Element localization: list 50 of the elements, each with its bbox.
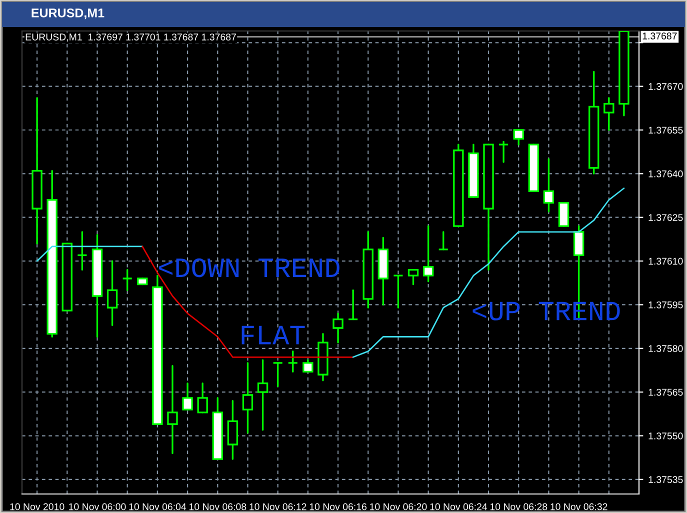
candlestick [348, 289, 358, 320]
x-tick-label: 10 Nov 06:12 [250, 503, 306, 510]
chart-title: EURUSD,M1 [32, 8, 104, 20]
x-tick-label: 10 Nov 06:08 [189, 503, 246, 510]
candlestick [106, 260, 118, 326]
candlestick [257, 359, 268, 431]
candlestick [513, 129, 524, 146]
candlestick [242, 362, 254, 434]
candlestick [197, 382, 208, 414]
x-tick-label: 10 Nov 06:16 [310, 503, 367, 510]
candlestick [288, 350, 298, 373]
candlestick [302, 359, 314, 373]
y-tick-label: 1.37625 [648, 214, 683, 221]
line-series [352, 188, 625, 358]
candlestick [558, 202, 570, 227]
candlestick [392, 274, 404, 308]
candlestick [227, 400, 238, 460]
candlestick [408, 268, 419, 286]
y-tick-label: 1.37655 [648, 126, 683, 134]
candlestick [167, 365, 178, 454]
y-tick-label: 1.37535 [648, 476, 683, 484]
y-tick-label: 1.37550 [648, 432, 683, 440]
candlestick [272, 362, 284, 388]
x-tick-label: 10 Nov 06:24 [430, 503, 488, 510]
y-tick-label: 1.37640 [648, 170, 683, 178]
candlestick [422, 225, 434, 282]
y-tick-label: 1.37565 [648, 388, 683, 396]
annotation: EURUSD,M1 1.37697 1.37701 1.37687 1.37687 [26, 34, 236, 42]
x-tick-label: 10 Nov 06:20 [370, 503, 427, 510]
ref-line-label: 1.37687 [642, 32, 677, 40]
y-tick-label: 1.37580 [648, 345, 683, 352]
candlestick [438, 231, 449, 250]
annotation: FLAT [242, 326, 305, 344]
candlestick [76, 231, 88, 271]
candlestick [498, 140, 509, 163]
line-series [142, 246, 354, 358]
y-tick-label: 1.37670 [648, 83, 683, 90]
candlestick [332, 312, 344, 344]
y-tick-label: 1.37595 [648, 301, 683, 308]
annotation: <DOWN TREND [159, 258, 340, 278]
candlestick [604, 97, 614, 131]
x-tick-label: 10 Nov 2010 [10, 503, 64, 510]
candlestick [543, 158, 554, 212]
candlestick [122, 268, 133, 291]
x-tick-label: 10 Nov 06:28 [490, 503, 548, 510]
x-tick-label: 10 Nov 06:04 [129, 503, 186, 510]
x-tick-label: 10 Nov 06:32 [550, 503, 608, 510]
x-tick-label: 10 Nov 06:00 [69, 503, 126, 510]
y-tick-label: 1.37610 [648, 258, 683, 265]
candlestick [182, 382, 193, 410]
